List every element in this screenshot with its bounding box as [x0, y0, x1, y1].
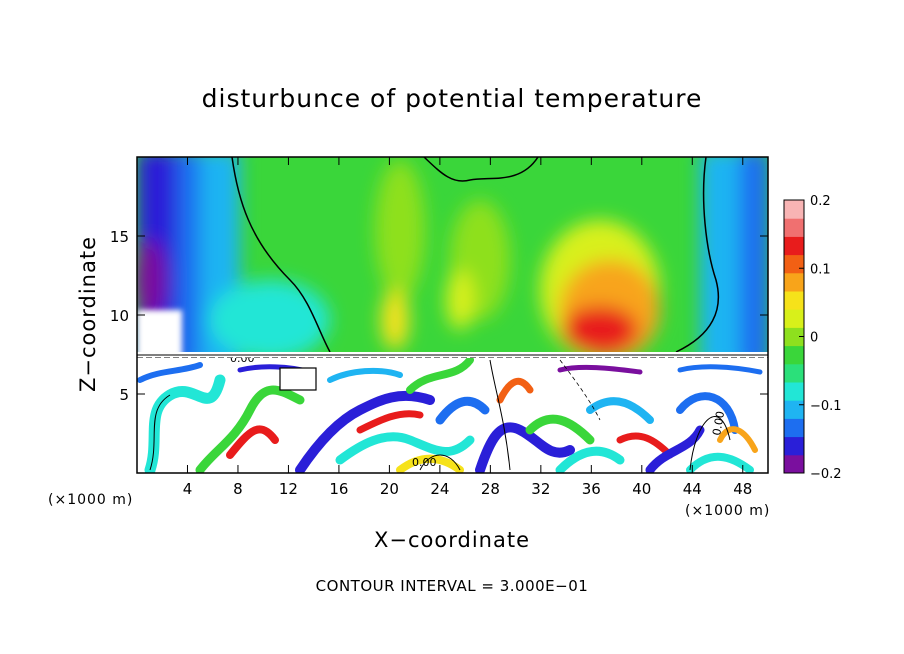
contour-label: 0.00 [710, 410, 727, 436]
x-tick-label: 20 [380, 480, 399, 498]
colorbar-tick-label: −0.2 [810, 467, 842, 482]
x-tick-label: 44 [683, 480, 702, 498]
colorbar-swatch [784, 272, 804, 292]
x-tick-label: 36 [582, 480, 601, 498]
contour-interval-note: CONTOUR INTERVAL = 3.000E−01 [315, 577, 589, 595]
x-tick-label: 32 [531, 480, 550, 498]
y-tick-label: 5 [119, 386, 129, 404]
x-tick-label: 12 [279, 480, 298, 498]
x-unit-right: (×1000 m) [685, 503, 771, 519]
colorbar-tick-label: 0.1 [810, 262, 831, 277]
colorbar-swatch [784, 327, 804, 347]
colorbar-swatch [784, 382, 804, 401]
x-axis-ticks: 4 8 12 16 20 24 28 32 36 40 44 48 [183, 157, 752, 498]
colorbar-swatch [784, 200, 804, 219]
colorbar-swatch [784, 454, 804, 474]
colorbar-swatch [784, 436, 804, 456]
colorbar-swatch [784, 418, 804, 438]
colorbar-swatch [784, 363, 804, 383]
colorbar-tick-label: 0 [810, 331, 818, 346]
y-tick-label: 10 [110, 307, 129, 325]
contour-label: 0.00 [230, 352, 255, 365]
y-axis-ticks: 5 10 15 [110, 228, 768, 404]
colorbar-swatch [784, 291, 804, 310]
colorbar-tick-label: −0.1 [810, 399, 842, 414]
colorbar-swatch [784, 236, 804, 256]
upper-field [137, 157, 768, 358]
colorbar-swatch [784, 254, 804, 274]
colorbar-tick-label: 0.2 [810, 194, 831, 209]
x-tick-label: 48 [733, 480, 752, 498]
x-unit-left: (×1000 m) [48, 492, 134, 508]
colorbar: −0.2 −0.1 0 0.1 0.2 [783, 194, 842, 482]
colorbar-swatch [784, 309, 804, 328]
x-tick-label: 8 [233, 480, 243, 498]
chart-title: disturbunce of potential temperature [201, 84, 703, 113]
y-tick-label: 15 [110, 228, 129, 246]
contour-label: 0.00 [412, 456, 437, 469]
x-tick-label: 4 [183, 480, 193, 498]
x-tick-label: 28 [481, 480, 500, 498]
colorbar-swatch [784, 345, 804, 365]
x-tick-label: 40 [632, 480, 651, 498]
x-tick-label: 16 [329, 480, 348, 498]
colorbar-swatch [784, 400, 804, 419]
x-axis-label: X−coordinate [374, 528, 530, 552]
lower-field: 0.00 0.00 0.00 [137, 352, 768, 473]
colorbar-swatch [784, 218, 804, 237]
x-tick-label: 24 [430, 480, 449, 498]
